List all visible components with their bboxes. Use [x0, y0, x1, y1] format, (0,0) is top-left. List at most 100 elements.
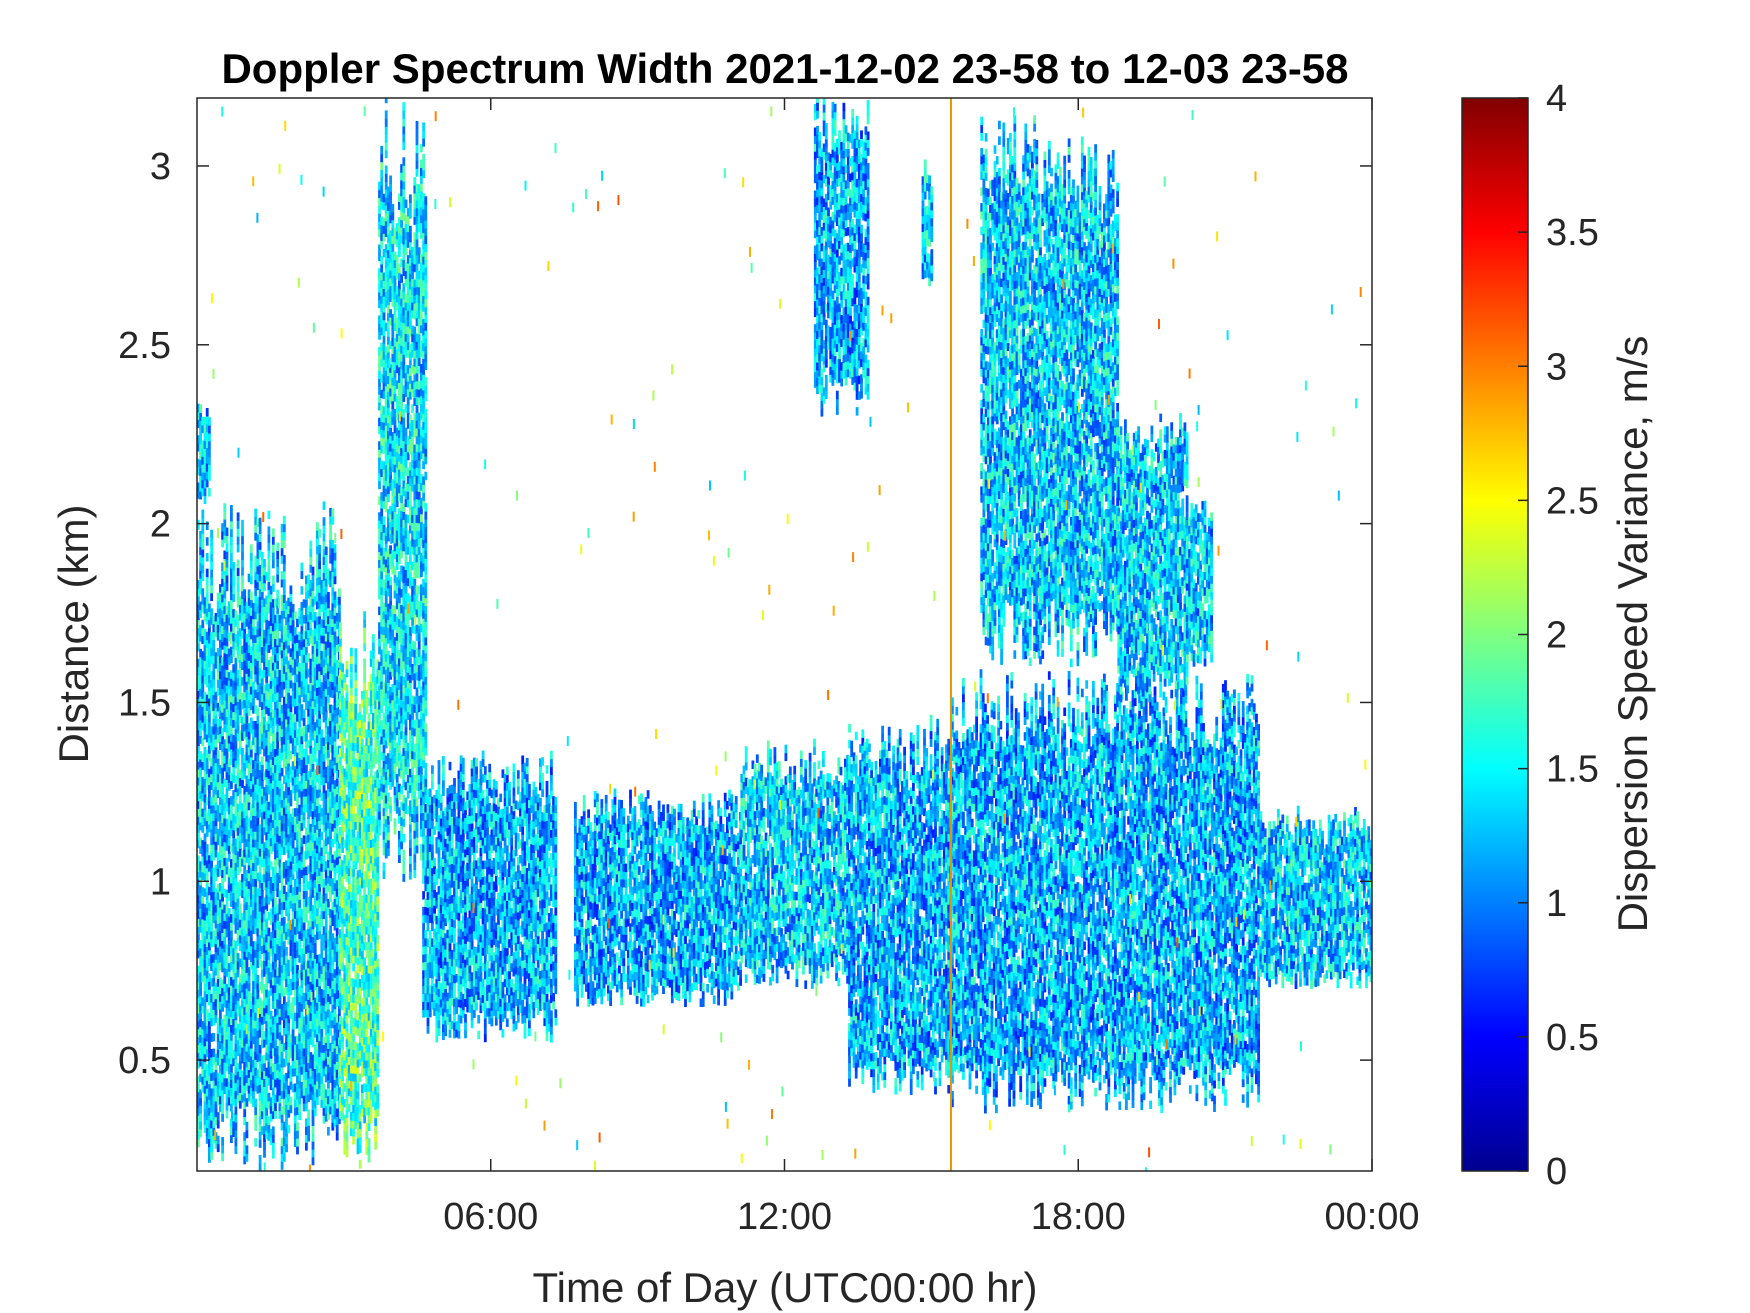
heatmap-cell — [210, 545, 213, 554]
heatmap-cell — [352, 1128, 355, 1137]
heatmap-cell — [327, 1127, 330, 1136]
heatmap-cell — [283, 524, 286, 533]
heatmap-cell — [201, 541, 204, 550]
heatmap-cell — [212, 639, 215, 648]
heatmap-cell — [290, 593, 293, 602]
heatmap-cell — [312, 1157, 315, 1166]
heatmap-cell — [281, 1067, 284, 1076]
heatmap-cell — [290, 798, 293, 807]
heatmap-cell — [363, 635, 366, 644]
heatmap-cell — [296, 1138, 299, 1147]
heatmap-cell — [259, 1139, 262, 1148]
heatmap-cell — [281, 548, 284, 557]
heatmap-cell — [334, 576, 337, 585]
heatmap-cell — [237, 512, 240, 521]
heatmap-cell — [334, 568, 337, 577]
heatmap-cell — [346, 1141, 349, 1150]
heatmap-cell — [217, 1136, 220, 1145]
heatmap-cell — [246, 1130, 249, 1139]
heatmap-cell — [368, 1138, 371, 1147]
heatmap-cell — [292, 1029, 295, 1038]
heatmap-cell — [338, 596, 341, 605]
heatmap-cell — [370, 1115, 373, 1124]
heatmap-cell — [239, 793, 242, 802]
heatmap-cell — [201, 565, 204, 574]
heatmap-cell — [303, 953, 306, 962]
heatmap-cell — [350, 656, 353, 665]
heatmap-cell — [199, 1113, 202, 1122]
heatmap-cell — [365, 1131, 368, 1140]
heatmap-cell — [259, 1163, 262, 1172]
heatmap-cell — [232, 578, 235, 587]
heatmap-cell — [259, 533, 262, 542]
heatmap-cell — [346, 685, 349, 694]
heatmap-cell — [320, 1076, 323, 1085]
heatmap-cell — [287, 1125, 290, 1134]
heatmap-cell — [235, 1146, 238, 1155]
heatmap-cell — [250, 592, 253, 601]
heatmap-cell — [339, 622, 342, 631]
heatmap-cell — [336, 1132, 339, 1141]
heatmap-cell — [283, 532, 286, 541]
heatmap-cell — [296, 1146, 299, 1155]
heatmap-cell — [252, 619, 255, 628]
heatmap-cell — [217, 1120, 220, 1129]
heatmap-cell — [363, 1115, 366, 1124]
heatmap-cell — [292, 620, 295, 629]
heatmap-cell — [237, 568, 240, 577]
heatmap-cell — [206, 553, 209, 562]
heatmap-cell — [272, 552, 275, 561]
heatmap-cell — [210, 585, 213, 594]
heatmap-cell — [217, 1144, 220, 1153]
heatmap-cell — [212, 679, 215, 688]
heatmap-cell — [348, 1104, 351, 1113]
heatmap-cell — [346, 1125, 349, 1134]
heatmap-cell — [298, 899, 301, 908]
heatmap-cell — [329, 893, 332, 902]
heatmap-cell — [226, 583, 229, 592]
heatmap-cell — [368, 713, 371, 722]
heatmap-cell — [305, 1142, 308, 1151]
heatmap-cell — [226, 567, 229, 576]
heatmap-cell — [281, 1161, 284, 1170]
heatmap-cell — [243, 589, 246, 598]
heatmap-cell — [272, 1150, 275, 1159]
heatmap-cell — [263, 1141, 266, 1150]
heatmap-cell — [210, 1151, 213, 1160]
heatmap-cell — [352, 963, 355, 972]
heatmap-cell — [303, 812, 306, 821]
heatmap-cell — [312, 1141, 315, 1150]
heatmap-cell — [230, 521, 233, 530]
heatmap-cell — [352, 829, 355, 838]
heatmap-cell — [283, 579, 286, 588]
heatmap-cell — [208, 433, 211, 442]
heatmap-cell — [210, 553, 213, 562]
heatmap-cell — [230, 537, 233, 546]
heatmap-cell — [272, 560, 275, 569]
heatmap-cell — [290, 1105, 293, 1114]
heatmap-cell — [272, 1126, 275, 1135]
heatmap-cell — [230, 552, 233, 561]
heatmap-cell — [294, 627, 297, 636]
heatmap-cell — [223, 598, 226, 607]
heatmap-cell — [263, 559, 266, 568]
heatmap-cell — [296, 1122, 299, 1131]
heatmap-cell — [226, 1110, 229, 1119]
heatmap-cell — [235, 1130, 238, 1139]
heatmap-cell — [252, 697, 255, 706]
heatmap-cell — [221, 1153, 224, 1162]
heatmap-cell — [248, 975, 251, 984]
heatmap-cell — [318, 553, 321, 562]
heatmap-cell — [331, 508, 334, 517]
heatmap-cell — [336, 1124, 339, 1133]
heatmap-cell — [354, 688, 357, 697]
heatmap-cell — [354, 664, 357, 673]
heatmap-cell — [237, 536, 240, 545]
heatmap-cell — [283, 555, 286, 564]
heatmap-cell — [241, 520, 244, 529]
heatmap-cell — [329, 870, 332, 879]
heatmap-cell — [237, 560, 240, 569]
heatmap-cell — [257, 708, 260, 717]
heatmap-cell — [354, 696, 357, 705]
